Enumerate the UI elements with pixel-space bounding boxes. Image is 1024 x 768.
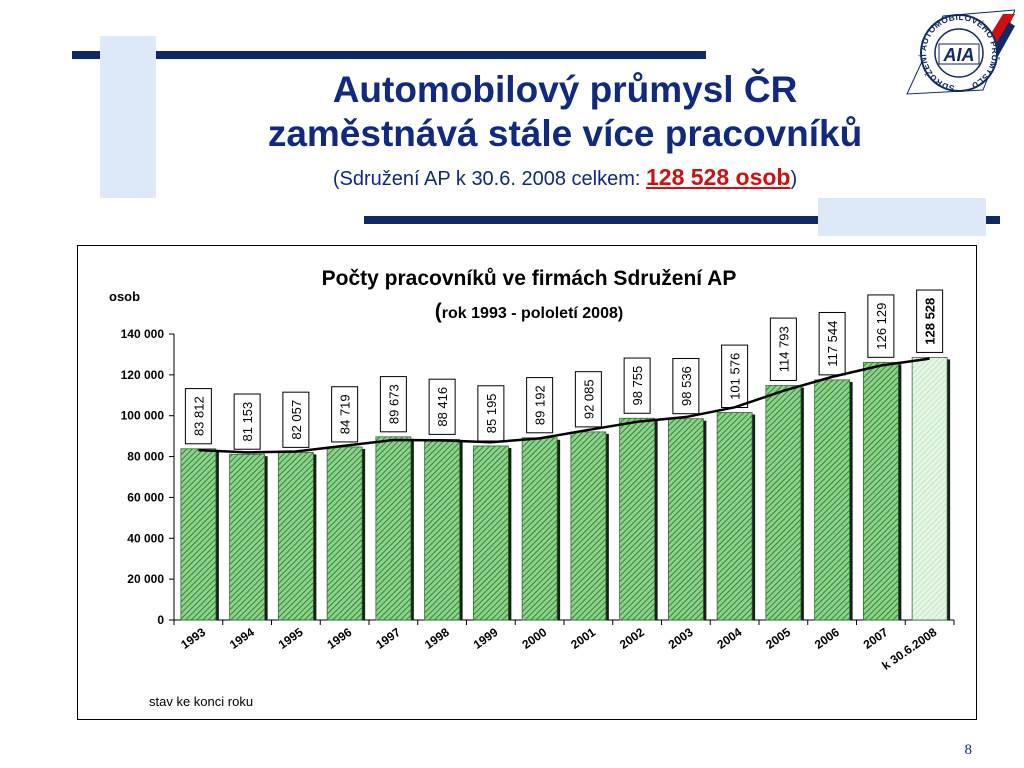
y-tick-label: 80 000 [127,450,164,464]
x-tick-label: 2006 [812,625,842,652]
data-label-box [184,388,212,445]
data-label-box [477,385,505,442]
chart-frame: Počty pracovníků ve firmách Sdružení AP … [77,245,977,720]
data-label: 117 544 [825,321,840,367]
y-tick-label: 0 [157,613,164,627]
x-tick-label: 1998 [422,625,452,652]
x-tick-label: 1997 [373,625,403,652]
x-tick-label: 2000 [519,625,549,652]
x-tick-label: 2005 [763,625,793,652]
y-tick-label: 60 000 [127,490,164,504]
data-label: 82 057 [289,400,304,440]
data-label-box [428,378,456,435]
x-tick-label: 1999 [471,625,501,652]
data-label-box [623,357,651,414]
bar [814,379,851,621]
bar [911,357,948,621]
data-label: 88 416 [435,387,450,427]
bar [277,451,314,621]
data-label-box [526,377,554,434]
aia-logo: SDRUŽENÍ AUTOMOBILOVÉHO PRŮMYSLU AIA [906,9,1015,95]
bar [375,436,412,621]
bar [521,437,558,621]
x-tick-label: 1996 [324,625,354,652]
bar [229,453,266,621]
subtitle-prefix: (Sdružení AP k 30.6. 2008 celkem: [332,168,641,190]
data-label-box [721,344,749,408]
y-tick-label: 40 000 [127,531,164,545]
chart-subtitle: (rok 1993 - pololetí 2008) [435,300,623,323]
bar [326,446,363,621]
bar [619,417,656,621]
subtitle-suffix: ) [790,168,798,190]
decorative-top-line [72,51,706,59]
bar [180,448,217,621]
data-label: 89 673 [386,384,401,424]
employees-bar-chart: Počty pracovníků ve firmách Sdružení AP … [109,267,955,709]
bar [862,361,899,621]
trend-line [198,357,930,454]
decorative-right-box [818,198,986,236]
data-label-box [282,391,310,448]
bar [472,445,509,621]
data-label: 128 528 [923,298,938,345]
x-tick-label: 1994 [227,625,257,652]
data-label: 98 536 [679,366,694,406]
data-label-box [916,289,944,353]
bar [424,438,461,621]
data-label: 114 793 [776,326,791,372]
decorative-bottom-line [364,216,1000,224]
x-tick-label: 2007 [861,625,891,652]
y-axis-label: osob [109,289,140,304]
chart-subtitle-text: rok 1993 - pololetí 2008) [442,305,623,322]
bar [716,412,753,621]
data-label-box [331,386,359,443]
x-tick-label: 2001 [568,625,598,652]
data-label-box [233,393,261,450]
subtitle-highlight: 128 528 osob [646,164,791,190]
data-label-box [818,311,846,376]
data-label: 81 153 [240,402,255,442]
y-tick-label: 100 000 [121,409,165,423]
data-label: 101 576 [728,353,743,400]
x-tick-label: 2004 [714,625,744,652]
data-label-box [574,371,602,428]
data-label-box [379,376,407,433]
chart-title: Počty pracovníků ve firmách Sdružení AP [322,267,737,290]
data-label: 92 085 [581,379,596,419]
slide-subtitle: (Sdružení AP k 30.6. 2008 celkem: 128 52… [150,164,980,192]
logo-abbr: AIA [943,45,975,65]
data-label-box [769,317,797,381]
data-label: 126 129 [874,303,889,350]
x-axis-label: stav ke konci roku [149,694,253,709]
x-tick-label: 1993 [178,625,208,652]
x-tick-label: 2002 [617,625,647,652]
data-label-box [867,294,895,358]
x-tick-label: k 30.6.2008 [879,625,939,673]
bar [765,385,802,621]
slide-title-line2: zaměstnává stále více pracovníků [267,113,863,154]
y-tick-label: 20 000 [127,572,164,586]
chart-subtitle-paren: ( [435,300,442,323]
slide-title-line1: Automobilový průmysl ČR [332,69,798,110]
bar [570,431,607,621]
bar [667,418,704,621]
page-number: 8 [964,742,973,758]
data-label: 98 755 [630,366,645,406]
data-label: 84 719 [338,394,353,434]
x-tick-label: 1995 [276,625,306,652]
y-tick-label: 140 000 [121,327,165,341]
decorative-left-box [100,36,156,198]
data-label-box [672,358,700,415]
data-label: 85 195 [484,393,499,433]
data-label: 89 192 [533,385,548,425]
y-tick-label: 120 000 [121,368,165,382]
data-label: 83 812 [191,396,206,436]
x-tick-label: 2003 [666,625,696,652]
